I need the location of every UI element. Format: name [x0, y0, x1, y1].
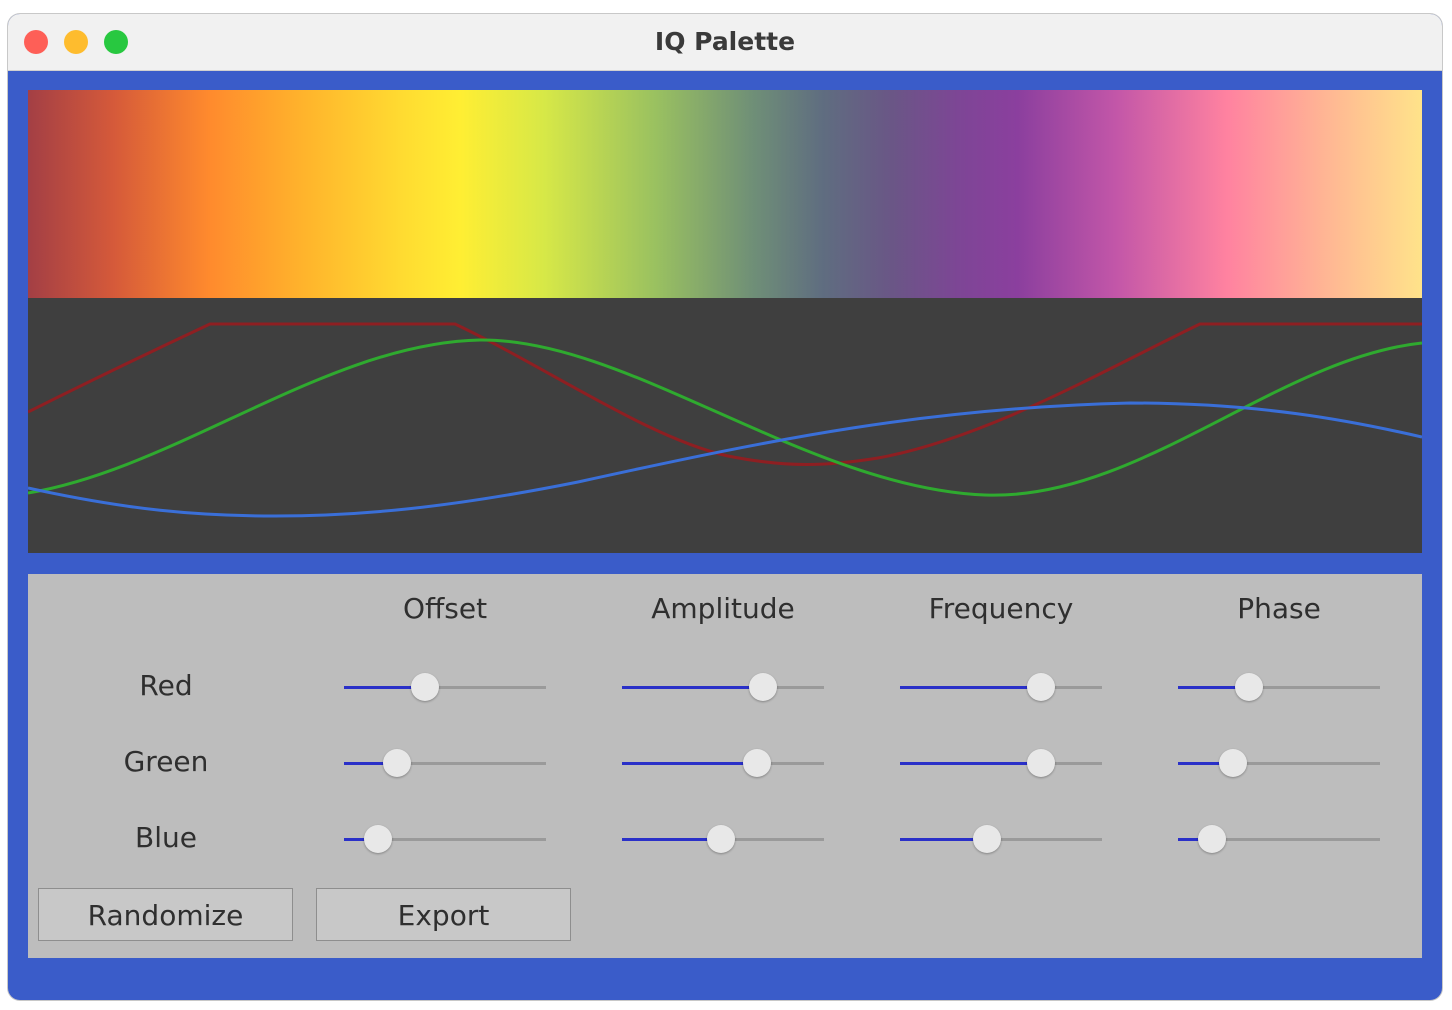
slider-thumb[interactable]	[706, 825, 735, 853]
slider-fill	[344, 686, 425, 689]
blue-curve	[28, 401, 1422, 518]
palette-gradient	[28, 90, 1422, 298]
slider-thumb[interactable]	[1027, 749, 1056, 777]
slider-fill	[344, 762, 397, 765]
row-label: Green	[123, 745, 209, 778]
slider-fill	[622, 686, 764, 689]
slider-fill	[622, 838, 721, 841]
title-bar: IQ Palette	[8, 14, 1442, 71]
slider-thumb[interactable]	[1234, 673, 1263, 701]
column-header: Offset	[402, 592, 488, 625]
slider-fill	[900, 762, 1042, 765]
window-title: IQ Palette	[654, 27, 796, 56]
row-label: Red	[139, 669, 193, 702]
row-label: Blue	[135, 821, 197, 854]
slider-thumb[interactable]	[364, 825, 393, 853]
slider-track	[900, 838, 1102, 841]
button[interactable]: Randomize	[38, 888, 293, 941]
slider-thumb[interactable]	[972, 825, 1001, 853]
slider-track	[344, 686, 546, 689]
slider-thumb[interactable]	[1218, 749, 1247, 777]
column-header: Amplitude	[651, 592, 795, 625]
slider-fill	[900, 686, 1042, 689]
zoom-button[interactable]	[104, 30, 128, 54]
slider-track	[1178, 686, 1380, 689]
slider-track	[344, 762, 546, 765]
slider-thumb[interactable]	[410, 673, 439, 701]
slider-fill	[1178, 686, 1249, 689]
button[interactable]: Export	[316, 888, 571, 941]
minimize-button[interactable]	[64, 30, 88, 54]
slider-fill	[622, 762, 758, 765]
control-panel: Offset Amplitude Frequency Phase Red Green Blu…	[28, 574, 1422, 958]
slider-track	[1178, 762, 1380, 765]
close-button[interactable]	[24, 30, 48, 54]
slider-thumb[interactable]	[743, 749, 772, 777]
slider-fill	[1178, 762, 1233, 765]
slider-fill	[344, 838, 379, 841]
slider-thumb[interactable]	[1198, 825, 1227, 853]
green-curve	[28, 338, 1422, 497]
channel-plot	[28, 298, 1422, 553]
column-header: Phase	[1237, 592, 1321, 625]
window: IQ Palette Offset Amplitude Frequency Phase…	[8, 14, 1442, 1000]
column-header: Frequency	[928, 592, 1074, 625]
red-curve	[28, 322, 1422, 466]
slider-thumb[interactable]	[749, 673, 778, 701]
slider-fill	[900, 838, 987, 841]
slider-thumb[interactable]	[1027, 673, 1056, 701]
slider-track	[1178, 838, 1380, 841]
slider-thumb[interactable]	[382, 749, 411, 777]
slider-fill	[1178, 838, 1213, 841]
slider-track	[344, 838, 546, 841]
